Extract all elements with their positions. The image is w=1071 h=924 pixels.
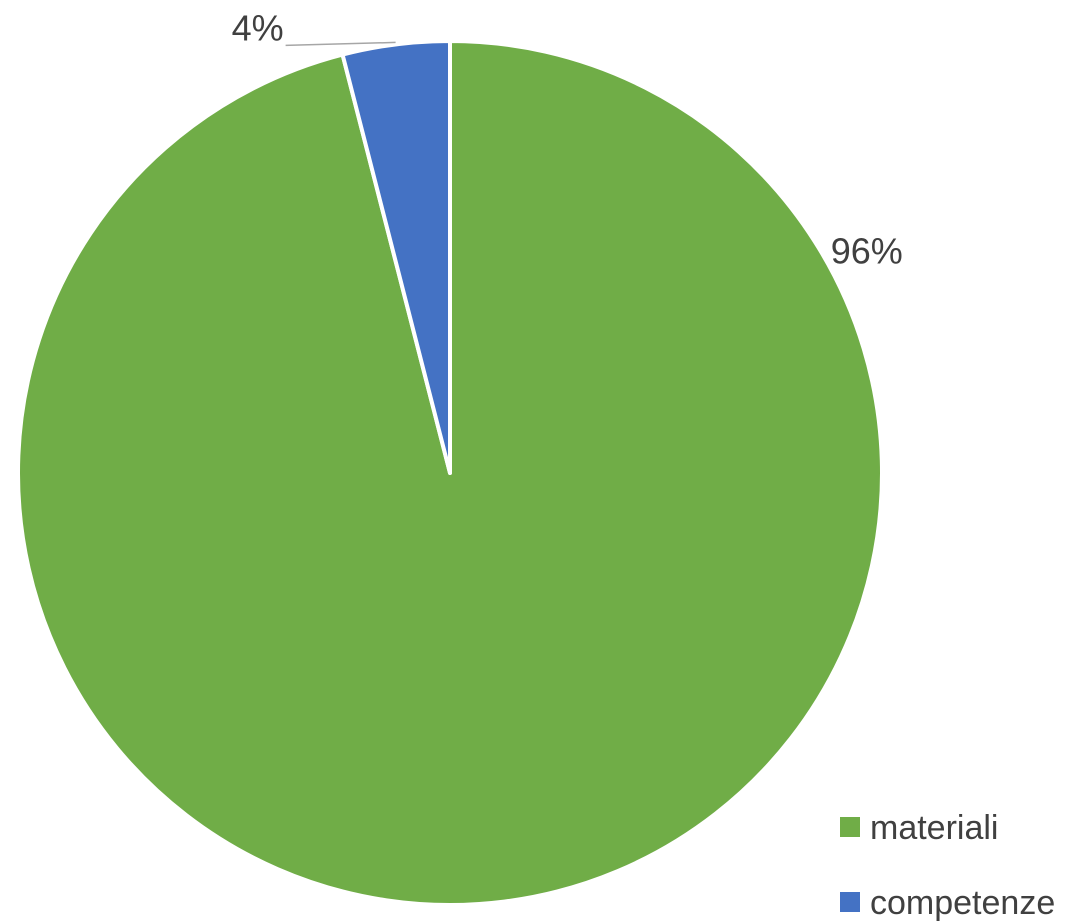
data-labels: 96% 4% xyxy=(232,7,903,271)
pie-slice-competenze xyxy=(340,39,452,475)
data-label-materiali: 96% xyxy=(831,230,903,271)
legend-label-materiali: materiali xyxy=(870,809,998,847)
legend-label-competenze: competenze xyxy=(870,884,1055,922)
data-label-competenze: 4% xyxy=(232,7,284,48)
legend-swatch-materiali xyxy=(840,817,860,837)
pie-slices xyxy=(16,39,884,907)
legend-swatch-competenze xyxy=(840,892,860,912)
leader-line-competenze xyxy=(285,41,396,47)
legend: materiali competenze xyxy=(840,809,1055,922)
